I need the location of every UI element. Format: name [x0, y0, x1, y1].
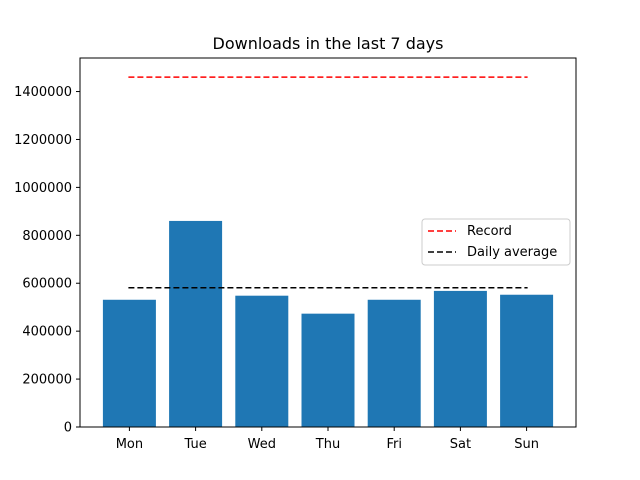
y-tick-label: 400000 [22, 325, 72, 340]
bar-wed [235, 295, 289, 427]
bars-group [102, 220, 554, 427]
x-tick-label: Mon [116, 437, 143, 452]
x-tick-label: Fri [386, 437, 402, 452]
bar-tue [169, 220, 223, 427]
legend-record-label: Record [467, 224, 512, 239]
y-tick-label: 600000 [22, 277, 72, 292]
x-tick-label: Wed [248, 437, 276, 452]
y-tick-label: 1000000 [14, 181, 72, 196]
x-axis: Mon Tue Wed Thu Fri Sat Sun [116, 427, 539, 452]
y-tick-label: 0 [64, 421, 72, 436]
bar-thu [301, 313, 355, 427]
bar-sun [500, 294, 554, 427]
y-tick-label: 200000 [22, 373, 72, 388]
y-tick-label: 800000 [22, 229, 72, 244]
chart-title: Downloads in the last 7 days [213, 34, 444, 53]
x-tick-label: Tue [183, 437, 206, 452]
reference-lines-group [128, 76, 528, 289]
legend-daily-average-label: Daily average [467, 245, 557, 260]
x-tick-label: Sat [450, 437, 471, 452]
bar-fri [367, 299, 421, 427]
x-tick-label: Thu [315, 437, 340, 452]
legend: Record Daily average [421, 218, 571, 266]
bar-sat [433, 290, 487, 427]
y-tick-label: 1200000 [14, 133, 72, 148]
bar-mon [102, 299, 156, 427]
x-tick-label: Sun [514, 437, 539, 452]
y-tick-label: 1400000 [14, 85, 72, 100]
legend-frame [421, 218, 571, 266]
y-axis: 0 200000 400000 600000 800000 1000000 1200000 1… [14, 85, 80, 436]
